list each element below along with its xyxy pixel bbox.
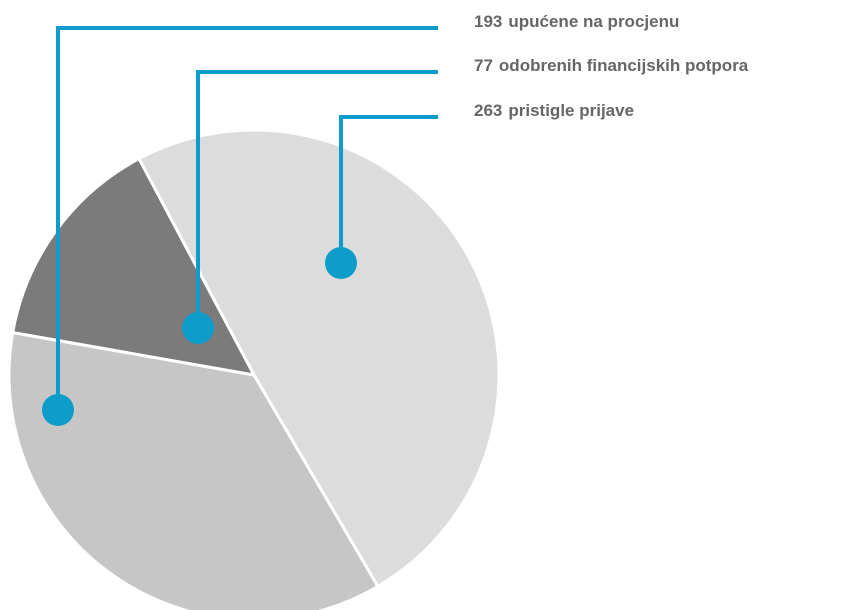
leader-dot [182, 312, 214, 344]
leader-dot [42, 394, 74, 426]
chart: 193 upućene na procjenu 77 odobrenih financ… [0, 0, 854, 610]
legend-text: odobrenih financijskih potpora [499, 56, 749, 75]
legend-label: 193 upućene na procjenu [474, 12, 679, 31]
legend-text: upućene na procjenu [508, 12, 679, 31]
legend-text: pristigle prijave [508, 101, 634, 120]
legend-value: 263 [474, 101, 502, 120]
legend-label: 263 pristigle prijave [474, 101, 634, 120]
leader-dot [325, 247, 357, 279]
legend-label: 77 odobrenih financijskih potpora [474, 56, 749, 75]
legend-value: 77 [474, 56, 493, 75]
page: 193 upućene na procjenu 77 odobrenih financ… [0, 0, 854, 610]
legend-value: 193 [474, 12, 502, 31]
